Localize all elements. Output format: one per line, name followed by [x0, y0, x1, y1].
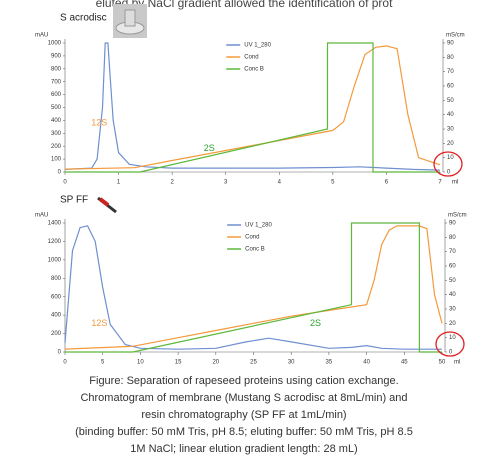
- y-tick-label: 900: [51, 53, 62, 59]
- legend-label: Cond: [244, 55, 258, 61]
- y2-tick-label: 70: [447, 69, 454, 75]
- y2-tick-label: 10: [447, 155, 454, 161]
- x-tick-label: 2: [170, 180, 174, 186]
- annotation: 12S: [91, 117, 107, 127]
- y-tick-label: 0: [58, 170, 62, 176]
- caption-line: Figure: Separation of rapeseed proteins …: [89, 375, 398, 387]
- x-tick-label: 6: [385, 180, 389, 186]
- y2-tick-label: 20: [449, 321, 456, 327]
- series-line: [64, 42, 441, 171]
- y2-tick-label: 80: [449, 235, 456, 241]
- y2-tick-label: 20: [447, 141, 454, 147]
- series-line: [64, 225, 443, 350]
- acrodisc-icon: [113, 4, 147, 38]
- y-tick-label: 0: [58, 350, 62, 356]
- legend-label: UV 1_280: [244, 43, 271, 49]
- x-tick-label: 35: [326, 360, 333, 366]
- y-axis-label: mAU: [35, 213, 48, 219]
- y-tick-label: 400: [51, 313, 62, 319]
- y-tick-label: 1400: [48, 221, 62, 227]
- x-tick-label: 20: [212, 360, 219, 366]
- x-tick-label: 3: [224, 180, 228, 186]
- y2-tick-label: 70: [449, 249, 456, 255]
- y-tick-label: 1200: [48, 239, 62, 245]
- y-tick-label: 800: [51, 66, 62, 72]
- series-line: [64, 225, 442, 350]
- y-tick-label: 1000: [48, 41, 62, 47]
- highlight-circle: [435, 331, 465, 357]
- y-tick-label: 600: [51, 294, 62, 300]
- y2-tick-label: 50: [449, 278, 456, 284]
- caption-line: (binding buffer: 50 mM Tris, pH 8.5; elu…: [75, 426, 413, 438]
- y-tick-label: 700: [51, 79, 62, 85]
- x-tick-label: 5: [101, 360, 105, 366]
- x-tick-label: 30: [288, 360, 295, 366]
- legend-label: UV 1_280: [245, 223, 272, 229]
- x-tick-label: 50: [439, 360, 446, 366]
- y2-tick-label: 60: [449, 264, 456, 270]
- caption-line: Chromatogram of membrane (Mustang S acro…: [80, 392, 407, 404]
- x-tick-label: 0: [63, 360, 67, 366]
- legend-label: Conc B: [244, 67, 264, 73]
- y2-tick-label: 40: [449, 292, 456, 298]
- x-tick-label: 40: [363, 360, 370, 366]
- y2-tick-label: 0: [449, 350, 453, 356]
- y2-tick-label: 40: [447, 112, 454, 118]
- column-icon: [97, 196, 117, 214]
- annotation: 2S: [310, 318, 321, 328]
- x-tick-label: 5: [331, 180, 335, 186]
- y-tick-label: 400: [51, 118, 62, 124]
- chart-title: S acrodisc: [60, 13, 107, 24]
- annotation: 12S: [91, 318, 107, 328]
- y2-tick-label: 30: [447, 127, 454, 133]
- caption-line: 1M NaCl; linear elution gradient length:…: [130, 443, 357, 455]
- series-line: [65, 42, 440, 173]
- y-tick-label: 500: [51, 105, 62, 111]
- highlight-circle: [433, 151, 463, 177]
- y-tick-label: 200: [51, 144, 62, 150]
- x-tick-label: 45: [401, 360, 408, 366]
- legend-label: Cond: [245, 235, 259, 241]
- chart-title: SP FF: [60, 195, 88, 206]
- x-axis-label: ml: [454, 360, 460, 366]
- x-tick-label: 10: [137, 360, 144, 366]
- x-axis-label: ml: [452, 180, 458, 186]
- y2-tick-label: 60: [447, 84, 454, 90]
- x-tick-label: 0: [63, 180, 67, 186]
- x-tick-label: 25: [250, 360, 257, 366]
- series-line: [64, 45, 441, 170]
- y-tick-label: 200: [51, 331, 62, 337]
- caption-line: resin chromatography (SP FF at 1mL/min): [141, 409, 346, 421]
- header-text: eluted by NaCl gradient allowed the iden…: [96, 0, 394, 10]
- x-tick-label: 7: [438, 180, 442, 186]
- y2-tick-label: 0: [447, 170, 451, 176]
- x-tick-label: 15: [175, 360, 182, 366]
- y-tick-label: 1000: [48, 257, 62, 263]
- annotation: 2S: [204, 143, 215, 153]
- x-tick-label: 4: [278, 180, 282, 186]
- y2-tick-label: 90: [449, 221, 456, 227]
- series-line: [65, 222, 442, 353]
- y2-tick-label: 90: [447, 41, 454, 47]
- y-tick-label: 300: [51, 131, 62, 137]
- y2-tick-label: 30: [449, 307, 456, 313]
- legend-label: Conc B: [245, 247, 265, 253]
- y-axis-label: mAU: [35, 33, 48, 39]
- y-tick-label: 600: [51, 92, 62, 98]
- y2-tick-label: 10: [449, 335, 456, 341]
- y2-axis-label: mS/cm: [448, 213, 467, 219]
- y-tick-label: 100: [51, 157, 62, 163]
- x-tick-label: 1: [117, 180, 121, 186]
- y-tick-label: 800: [51, 276, 62, 282]
- y2-tick-label: 50: [447, 98, 454, 104]
- y2-tick-label: 80: [447, 55, 454, 61]
- y2-axis-label: mS/cm: [446, 33, 465, 39]
